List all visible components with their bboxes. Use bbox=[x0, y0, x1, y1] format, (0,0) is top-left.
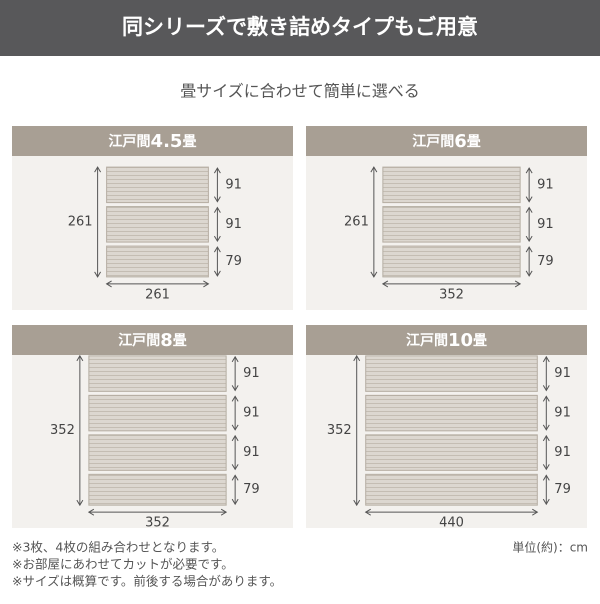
mat bbox=[106, 206, 209, 243]
panel-header bbox=[306, 126, 587, 156]
row-dimension: 91 bbox=[225, 217, 242, 232]
height-dimension: 352 bbox=[327, 423, 352, 438]
panel-title-part: 江戸間 bbox=[109, 133, 151, 150]
row-dimension: 91 bbox=[537, 217, 554, 232]
mat bbox=[106, 245, 209, 278]
mat bbox=[106, 166, 209, 204]
panel-title: 江戸間10畳 bbox=[406, 330, 487, 351]
arrow-head bbox=[525, 206, 533, 243]
arrow-head bbox=[353, 354, 361, 507]
subtitle: 畳サイズに合わせて簡単に選べる bbox=[180, 82, 420, 101]
panel-title-part: 4.5 bbox=[151, 131, 183, 152]
mat bbox=[365, 434, 538, 471]
panel-title: 江戸間4.5畳 bbox=[109, 131, 197, 152]
panel-title: 江戸間6畳 bbox=[412, 131, 481, 152]
row-dimension: 79 bbox=[225, 254, 242, 269]
arrow-head bbox=[542, 395, 550, 431]
row-dimension: 79 bbox=[243, 482, 260, 497]
row-dimension: 91 bbox=[537, 177, 554, 192]
arrow-head bbox=[76, 354, 84, 507]
arrow-head bbox=[87, 508, 228, 516]
arrow-head bbox=[105, 280, 210, 288]
mat bbox=[382, 245, 521, 278]
arrow-head bbox=[370, 166, 378, 278]
header-bar bbox=[0, 0, 600, 56]
row-dimension: 79 bbox=[537, 254, 554, 269]
arrow-head bbox=[542, 474, 550, 506]
height-dimension: 261 bbox=[344, 215, 369, 230]
arrow-head bbox=[213, 206, 221, 243]
width-dimension: 261 bbox=[145, 287, 170, 302]
panel-title-part: 畳 bbox=[467, 134, 481, 150]
unit-label: 単位(約)：cm bbox=[512, 540, 588, 555]
panel-title-part: 10 bbox=[448, 330, 473, 351]
height-dimension: 352 bbox=[50, 423, 75, 438]
panel-header bbox=[12, 126, 293, 156]
note: ※3枚、4枚の組み合わせとなります。 bbox=[12, 540, 224, 555]
arrow-head bbox=[231, 474, 239, 506]
mat bbox=[382, 206, 521, 243]
row-dimension: 91 bbox=[554, 406, 571, 421]
mat bbox=[88, 394, 227, 432]
arrow-head bbox=[231, 355, 239, 392]
row-dimension: 91 bbox=[243, 445, 260, 460]
panel-header bbox=[306, 325, 587, 355]
width-dimension: 352 bbox=[439, 287, 464, 302]
header-title: 同シリーズで敷き詰めタイプもご用意 bbox=[122, 15, 478, 39]
mat bbox=[365, 473, 538, 506]
row-dimension: 79 bbox=[554, 482, 571, 497]
mat bbox=[365, 355, 538, 392]
width-dimension: 440 bbox=[439, 516, 464, 531]
row-dimension: 91 bbox=[243, 406, 260, 421]
arrow-head bbox=[364, 508, 539, 516]
row-dimension: 91 bbox=[243, 366, 260, 381]
row-dimension: 91 bbox=[554, 445, 571, 460]
width-dimension: 352 bbox=[145, 516, 170, 531]
arrow-head bbox=[542, 434, 550, 471]
note: ※サイズは概算です。前後する場合があります。 bbox=[12, 574, 282, 589]
panel-title-part: 江戸間 bbox=[406, 332, 448, 349]
panel-title-part: 畳 bbox=[173, 333, 187, 349]
panel-title-part: 江戸間 bbox=[118, 332, 160, 349]
arrow-head bbox=[231, 395, 239, 431]
row-dimension: 91 bbox=[225, 177, 242, 192]
panel-title-part: 江戸間 bbox=[412, 133, 454, 150]
panel-header bbox=[12, 325, 293, 355]
panel-title-part: 8 bbox=[160, 330, 173, 351]
mat bbox=[88, 355, 227, 392]
note: ※お部屋にあわせてカットが必要です。 bbox=[12, 557, 234, 572]
arrow-head bbox=[525, 167, 533, 203]
height-dimension: 261 bbox=[68, 215, 93, 230]
mat bbox=[365, 394, 538, 432]
panel-title: 江戸間8畳 bbox=[118, 330, 187, 351]
arrow-head bbox=[381, 280, 522, 288]
mat bbox=[88, 473, 227, 506]
arrow-head bbox=[231, 434, 239, 471]
mat bbox=[382, 166, 521, 204]
arrow-head bbox=[213, 167, 221, 203]
panel-title-part: 畳 bbox=[182, 134, 196, 150]
mat bbox=[88, 434, 227, 471]
arrow-head bbox=[94, 166, 102, 278]
row-dimension: 91 bbox=[554, 366, 571, 381]
arrow-head bbox=[525, 246, 533, 277]
arrow-head bbox=[213, 246, 221, 277]
panel-title-part: 6 bbox=[454, 131, 467, 152]
arrow-head bbox=[542, 355, 550, 392]
panel-title-part: 畳 bbox=[473, 333, 487, 349]
